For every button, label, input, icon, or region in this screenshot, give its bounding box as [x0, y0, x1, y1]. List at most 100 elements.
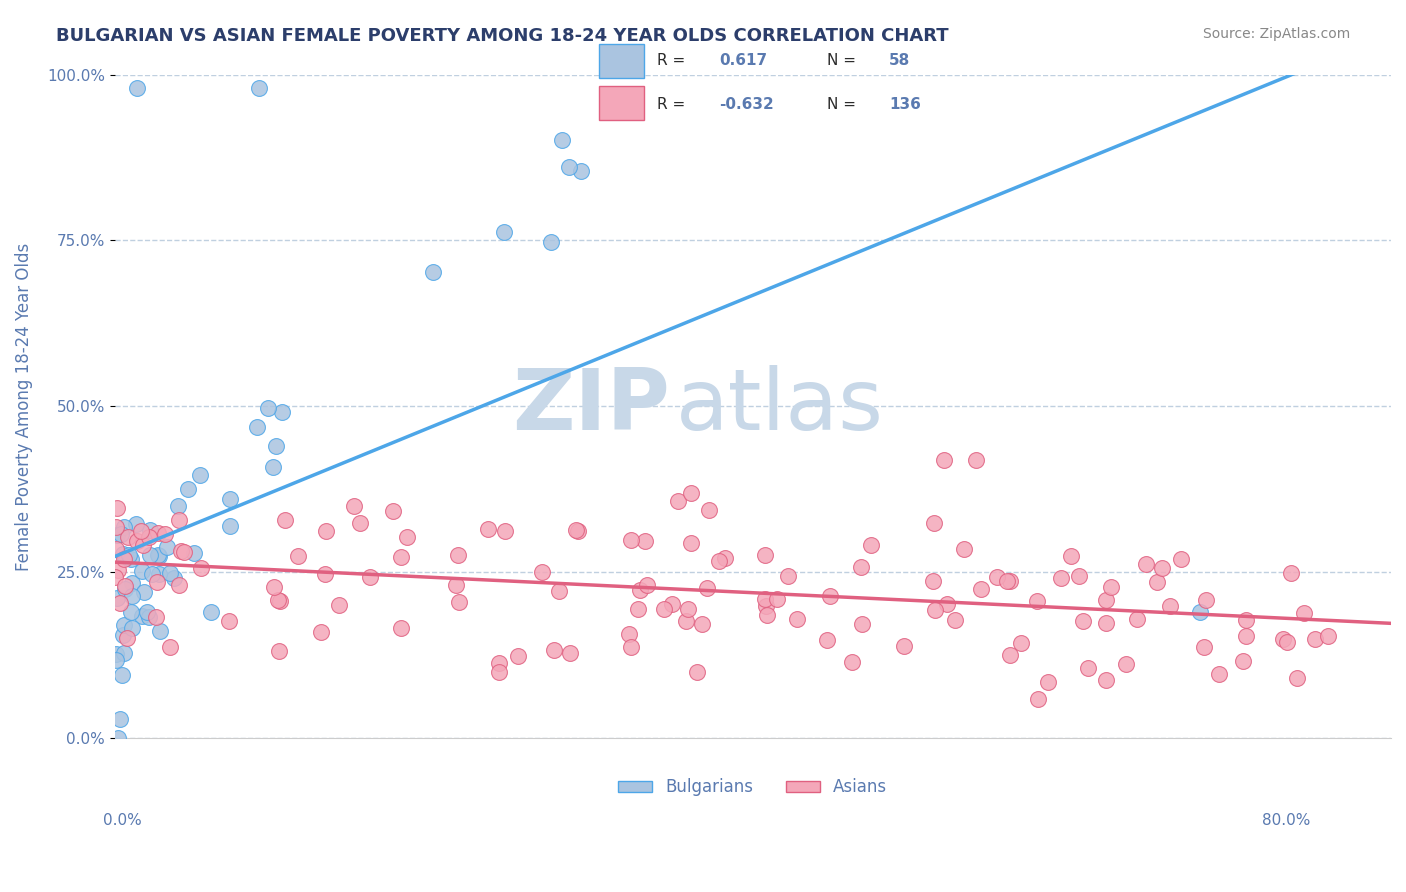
Point — [1170, 552, 1192, 566]
Point — [112, 618, 135, 632]
Point — [120, 551, 142, 566]
Point — [859, 538, 882, 552]
Point — [121, 622, 143, 636]
Point — [1094, 593, 1116, 607]
Point — [1234, 629, 1257, 643]
Point — [114, 579, 136, 593]
Point — [104, 570, 127, 584]
Point — [924, 603, 946, 617]
Point — [173, 545, 195, 559]
Point — [531, 566, 554, 580]
Point — [389, 550, 412, 565]
Point — [111, 547, 134, 561]
Point — [138, 530, 160, 544]
Point — [149, 624, 172, 638]
Point — [692, 617, 714, 632]
Point — [477, 522, 499, 536]
Point — [620, 533, 643, 547]
Point — [1272, 632, 1295, 647]
Text: ZIP: ZIP — [512, 365, 669, 448]
Point — [343, 499, 366, 513]
Text: BULGARIAN VS ASIAN FEMALE POVERTY AMONG 18-24 YEAR OLDS CORRELATION CHART: BULGARIAN VS ASIAN FEMALE POVERTY AMONG … — [56, 27, 949, 45]
Point — [115, 550, 138, 565]
Point — [132, 585, 155, 599]
Point — [125, 533, 148, 548]
Point — [921, 574, 943, 589]
Point — [675, 614, 697, 628]
Point — [1146, 575, 1168, 590]
FancyBboxPatch shape — [599, 87, 644, 120]
Point — [177, 482, 200, 496]
Point — [107, 563, 129, 577]
Point — [148, 567, 170, 582]
Text: R =: R = — [657, 54, 685, 69]
Point — [558, 646, 581, 660]
Point — [1275, 635, 1298, 649]
Point — [1195, 593, 1218, 607]
Point — [841, 655, 863, 669]
Point — [679, 536, 702, 550]
Text: Source: ZipAtlas.com: Source: ZipAtlas.com — [1202, 27, 1350, 41]
Point — [108, 712, 131, 726]
Point — [105, 528, 128, 542]
Point — [1095, 673, 1118, 687]
Point — [382, 503, 405, 517]
Point — [112, 552, 135, 566]
Point — [634, 534, 657, 549]
Point — [934, 452, 956, 467]
Point — [936, 597, 959, 611]
Point — [267, 593, 290, 607]
Point — [257, 401, 280, 415]
Point — [488, 656, 510, 670]
Point — [924, 516, 946, 530]
Point — [112, 647, 135, 661]
Point — [508, 648, 530, 663]
Point — [107, 591, 129, 605]
Point — [851, 616, 873, 631]
Point — [1188, 605, 1211, 619]
Point — [120, 605, 142, 619]
Point — [183, 545, 205, 559]
Point — [754, 592, 776, 607]
Point — [269, 594, 291, 608]
Point — [1025, 594, 1047, 608]
Point — [105, 519, 128, 533]
Point — [652, 601, 675, 615]
Point — [148, 525, 170, 540]
Point — [315, 524, 337, 539]
Text: 0.617: 0.617 — [718, 54, 768, 69]
Point — [107, 731, 129, 746]
Point — [1292, 606, 1315, 620]
Point — [1095, 616, 1118, 631]
Y-axis label: Female Poverty Among 18-24 Year Olds: Female Poverty Among 18-24 Year Olds — [15, 243, 32, 571]
Text: 58: 58 — [889, 54, 911, 69]
Point — [444, 577, 467, 591]
Point — [494, 524, 516, 539]
Text: 136: 136 — [889, 96, 921, 112]
Point — [1159, 599, 1181, 613]
Point — [686, 665, 709, 680]
Point — [117, 529, 139, 543]
Text: -0.632: -0.632 — [718, 96, 773, 112]
Point — [1067, 569, 1090, 583]
Point — [567, 524, 589, 538]
Text: N =: N = — [827, 96, 856, 112]
Point — [247, 80, 270, 95]
Point — [893, 639, 915, 653]
Point — [389, 621, 412, 635]
Point — [1099, 580, 1122, 594]
Point — [998, 648, 1021, 662]
Point — [349, 516, 371, 530]
Point — [111, 668, 134, 682]
Point — [1194, 640, 1216, 655]
Point — [754, 549, 776, 563]
Point — [626, 602, 648, 616]
Point — [131, 564, 153, 578]
Point — [676, 602, 699, 616]
Point — [778, 569, 800, 583]
Point — [263, 580, 285, 594]
Point — [309, 625, 332, 640]
Point — [264, 440, 287, 454]
Text: 80.0%: 80.0% — [1263, 814, 1310, 828]
Text: 0.0%: 0.0% — [103, 814, 142, 828]
